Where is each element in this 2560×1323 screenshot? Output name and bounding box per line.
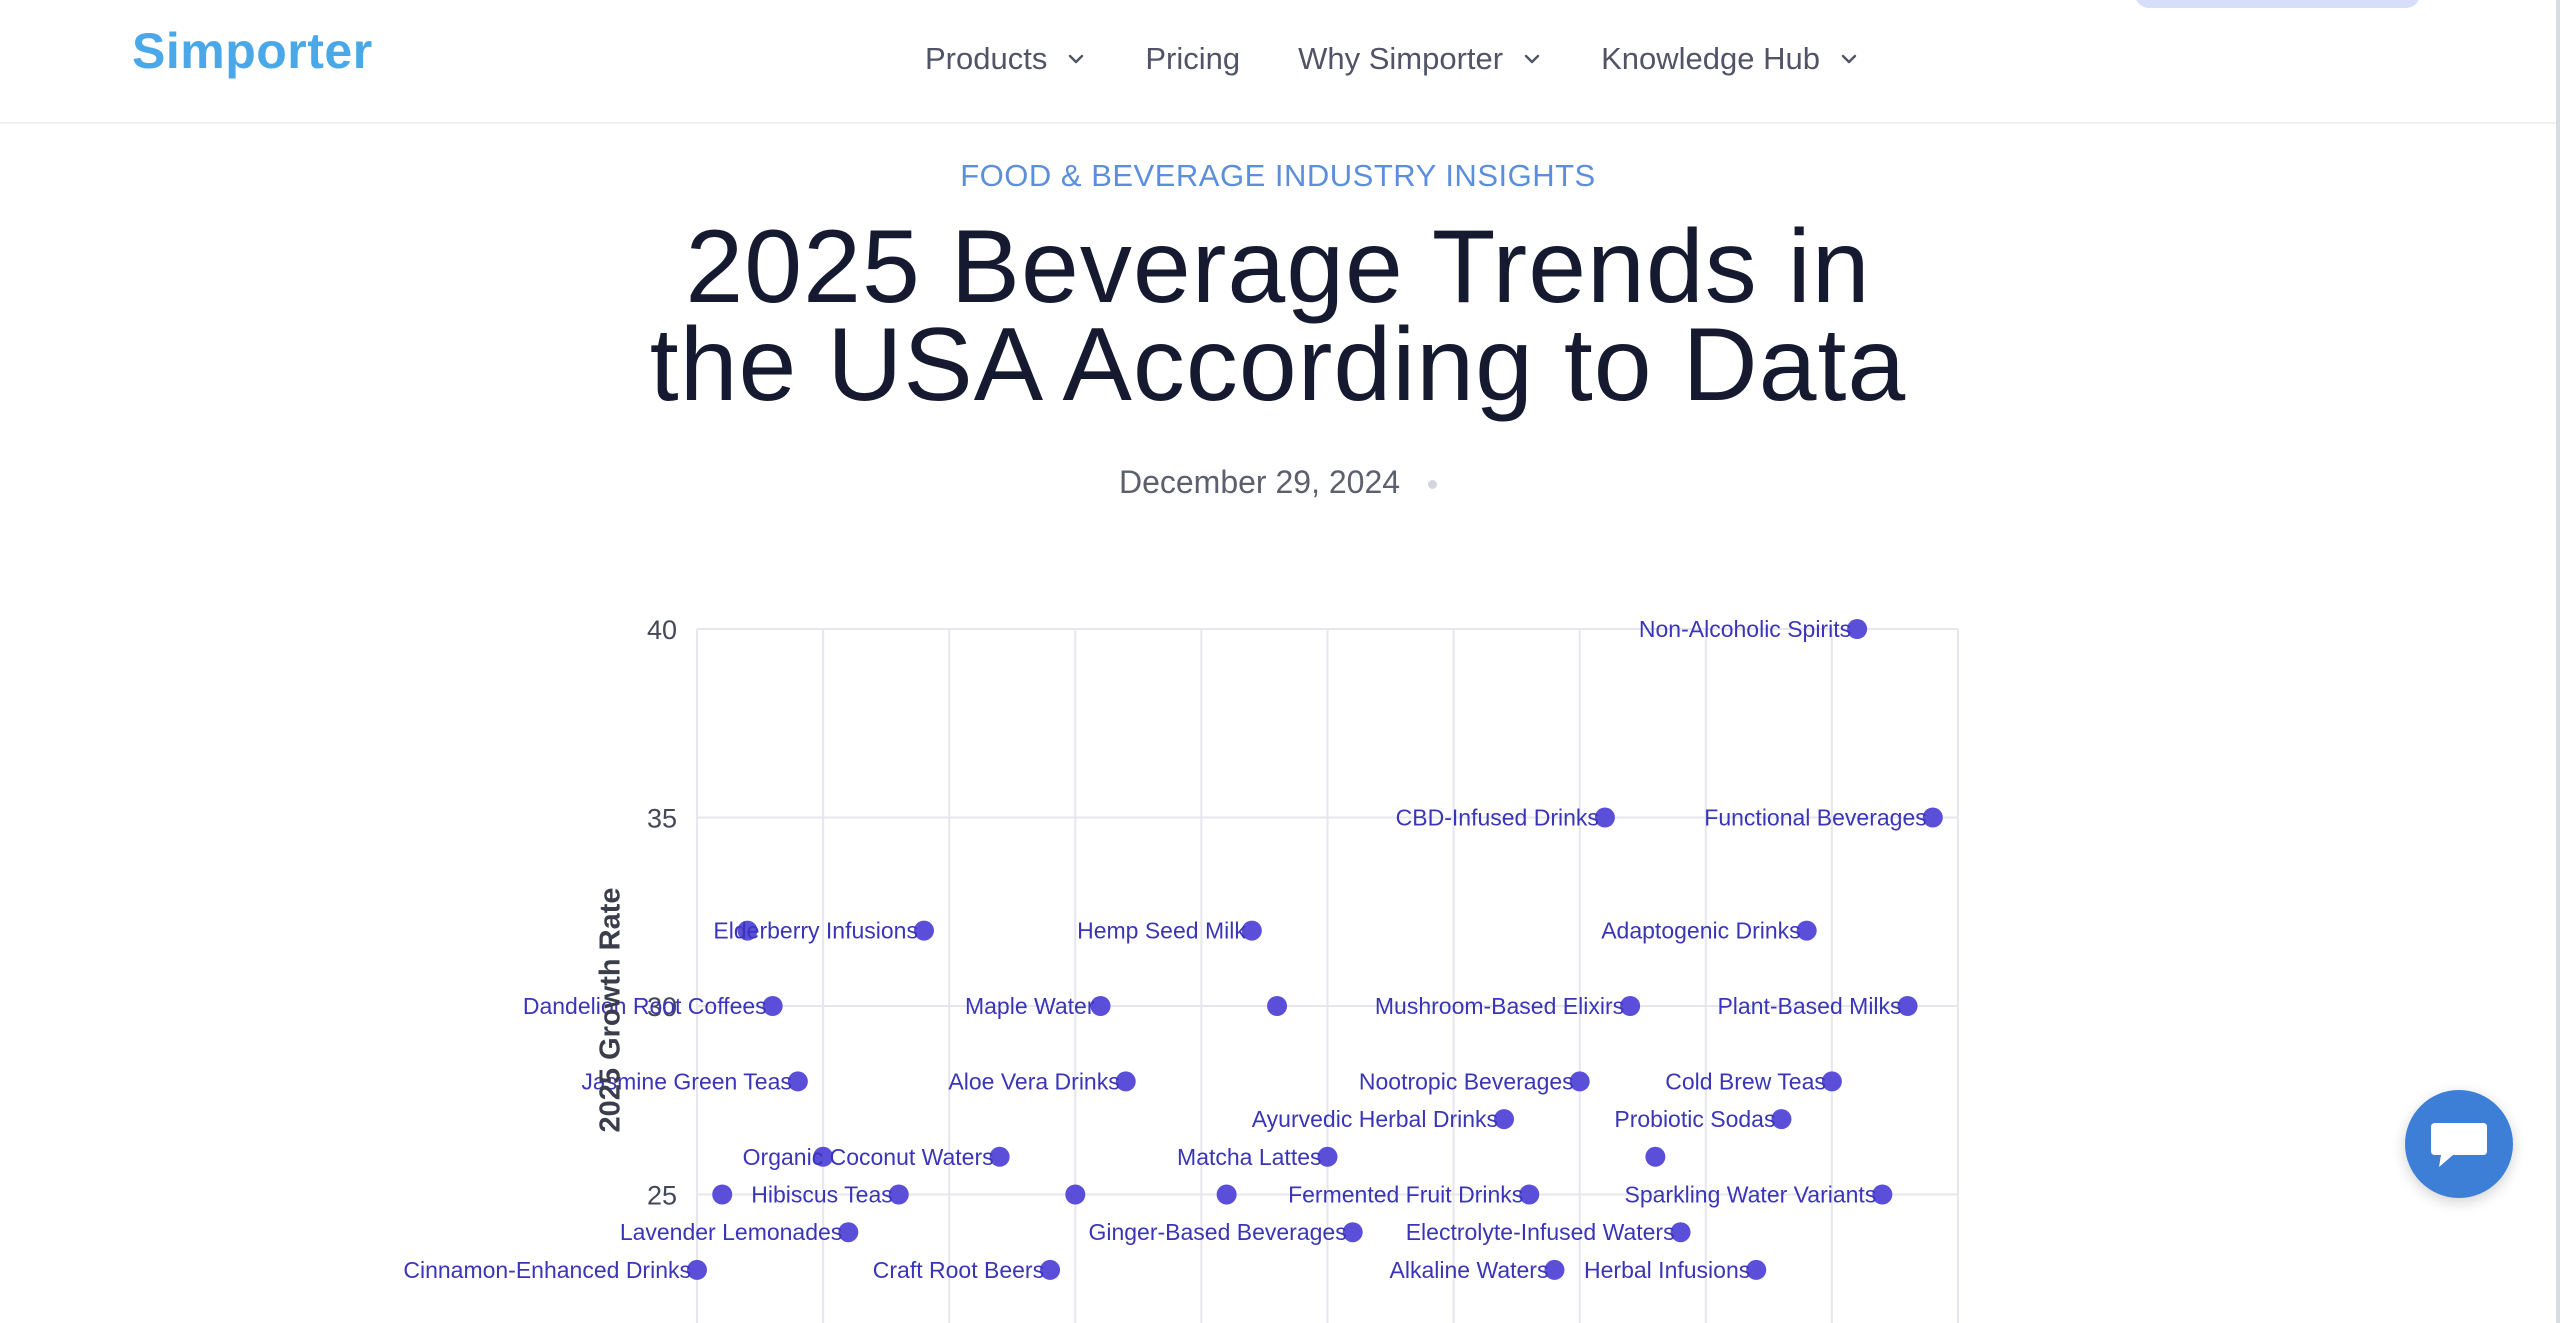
data-label: Hibiscus Teas xyxy=(751,1182,892,1208)
y-tick-label: 25 xyxy=(647,1181,677,1211)
nav-item-knowledge-hub[interactable]: Knowledge Hub xyxy=(1601,41,1860,77)
article-meta: December 29, 2024 xyxy=(0,464,2556,501)
data-label: Nootropic Beverages xyxy=(1359,1068,1574,1094)
nav-label: Pricing xyxy=(1145,41,1241,76)
data-point xyxy=(1872,1184,1893,1205)
page-scrollbar[interactable] xyxy=(2556,0,2560,1323)
data-point xyxy=(762,996,783,1016)
data-label: Mushroom-Based Elixirs xyxy=(1375,993,1624,1019)
chevron-down-icon xyxy=(1069,54,1084,64)
y-tick-label: 35 xyxy=(647,804,677,834)
data-label: Lavender Lemonades xyxy=(620,1219,843,1245)
nav-label: Knowledge Hub xyxy=(1601,41,1820,76)
site-header: Simporter Products Pricing Why Simporter… xyxy=(0,0,2556,124)
chat-button[interactable] xyxy=(2405,1090,2513,1198)
data-label: Elderberry Infusions xyxy=(713,918,918,944)
data-label: Cinnamon-Enhanced Drinks xyxy=(403,1257,691,1283)
data-point xyxy=(1670,1222,1691,1243)
data-point xyxy=(1317,1146,1338,1167)
logo[interactable]: Simporter xyxy=(132,23,373,79)
article-category[interactable]: FOOD & BEVERAGE INDUSTRY INSIGHTS xyxy=(960,158,1596,193)
data-label: Matcha Lattes xyxy=(1177,1144,1321,1170)
y-tick-label: 40 xyxy=(647,615,677,645)
data-label: Alkaline Waters xyxy=(1390,1257,1549,1283)
data-point xyxy=(1645,1146,1666,1167)
nav-item-products[interactable]: Products xyxy=(925,41,1087,77)
page-title: 2025 Beverage Trends in the USA Accordin… xyxy=(0,215,2556,417)
nav-item-pricing[interactable]: Pricing xyxy=(1145,41,1240,77)
separator-dot xyxy=(1428,480,1438,490)
data-point xyxy=(1216,1184,1237,1205)
data-point xyxy=(888,1184,909,1205)
chevron-down-icon xyxy=(1841,54,1857,64)
chat-bubble-icon xyxy=(2431,1123,2487,1167)
data-label: Hemp Seed Milk xyxy=(1077,918,1246,944)
data-point xyxy=(712,1184,733,1205)
title-line-2: the USA According to Data xyxy=(649,307,1907,423)
data-label: Electrolyte-Infused Waters xyxy=(1406,1219,1675,1245)
data-label: Craft Root Beers xyxy=(873,1257,1044,1283)
data-label: Plant-Based Milks xyxy=(1717,993,1901,1019)
nav-label: Why Simporter xyxy=(1298,41,1504,76)
data-label: Functional Beverages xyxy=(1704,805,1926,831)
data-label: Cold Brew Teas xyxy=(1665,1068,1826,1094)
title-line-1: 2025 Beverage Trends in xyxy=(685,209,1871,325)
data-point xyxy=(687,1259,707,1280)
data-point xyxy=(1342,1222,1363,1243)
data-point xyxy=(1040,1259,1061,1280)
data-point xyxy=(838,1222,859,1243)
data-point xyxy=(787,1071,808,1092)
y-axis-title: 2025 Growth Rate xyxy=(594,887,627,1133)
data-label: Maple Water xyxy=(965,993,1095,1019)
data-point xyxy=(1594,807,1615,828)
data-point xyxy=(1620,996,1641,1016)
data-point xyxy=(1115,1071,1136,1092)
main-nav: Products Pricing Why Simporter Knowledge… xyxy=(925,36,1918,82)
data-label: Jasmine Green Teas xyxy=(581,1068,792,1094)
publish-date: December 29, 2024 xyxy=(1118,464,1401,500)
data-point xyxy=(1569,1071,1590,1092)
nav-label: Products xyxy=(925,41,1048,76)
data-label: Sparkling Water Variants xyxy=(1625,1182,1877,1208)
data-point xyxy=(1519,1184,1540,1205)
data-label: Herbal Infusions xyxy=(1584,1257,1750,1283)
data-point xyxy=(1746,1259,1767,1280)
data-label: Aloe Vera Drinks xyxy=(948,1068,1119,1094)
data-label: Adaptogenic Drinks xyxy=(1601,918,1800,944)
data-point xyxy=(1847,619,1868,639)
data-label: Fermented Fruit Drinks xyxy=(1288,1182,1523,1208)
data-point xyxy=(1796,920,1817,941)
nav-item-why-simporter[interactable]: Why Simporter xyxy=(1298,41,1543,77)
data-point xyxy=(1065,1184,1086,1205)
data-point xyxy=(1821,1071,1842,1092)
data-point xyxy=(813,1146,834,1167)
y-tick-label: 30 xyxy=(647,992,677,1022)
data-point xyxy=(1897,996,1918,1016)
data-point xyxy=(1494,1109,1515,1130)
data-point xyxy=(1544,1259,1565,1280)
data-point xyxy=(989,1146,1010,1167)
header-cta-button[interactable] xyxy=(2135,0,2420,8)
data-label: CBD-Infused Drinks xyxy=(1396,805,1599,831)
data-label: Ayurvedic Herbal Drinks xyxy=(1252,1106,1498,1132)
data-point xyxy=(913,920,934,941)
data-label: Non-Alcoholic Spirits xyxy=(1639,616,1851,642)
data-label: Ginger-Based Beverages xyxy=(1088,1219,1346,1245)
data-point xyxy=(1267,996,1288,1016)
data-point xyxy=(1090,996,1111,1016)
chevron-down-icon xyxy=(1524,54,1540,64)
data-label: Organic Coconut Waters xyxy=(743,1144,994,1170)
data-label: Probiotic Sodas xyxy=(1614,1106,1775,1132)
data-point xyxy=(1771,1109,1792,1130)
data-point xyxy=(1241,920,1262,941)
data-label: Dandelion Root Coffees xyxy=(523,993,767,1019)
data-point xyxy=(737,920,758,941)
data-point xyxy=(1922,807,1943,828)
